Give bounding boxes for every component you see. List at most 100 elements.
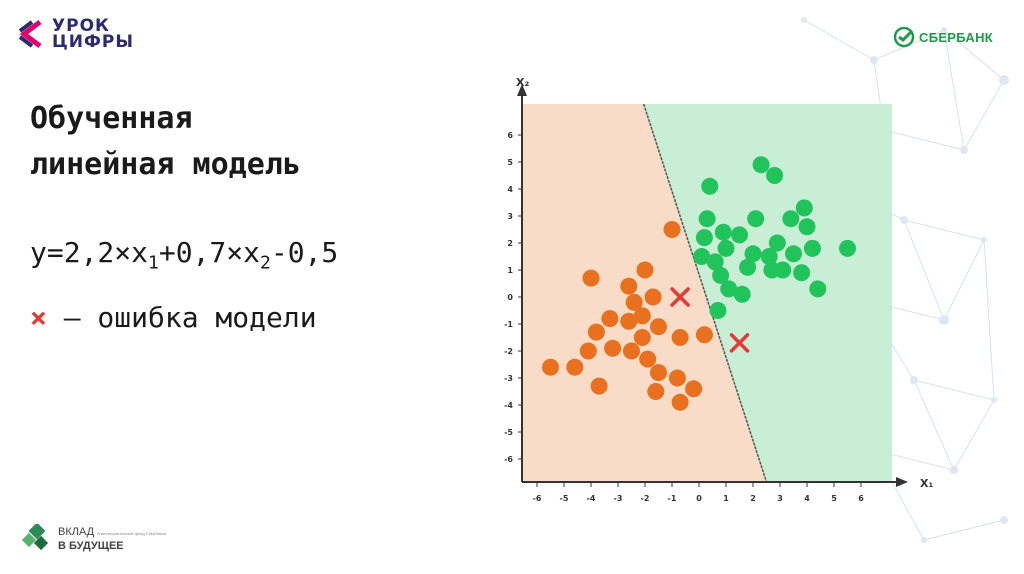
green-data-point (701, 177, 719, 195)
green-data-point (803, 239, 821, 257)
x-tick-label: 3 (777, 494, 783, 503)
formula-tail: -0,5 (270, 236, 339, 269)
orange-data-point (625, 293, 643, 311)
green-data-point (752, 156, 770, 174)
decision-boundary (642, 103, 768, 483)
error-legend-text: — ошибка модели (46, 301, 317, 334)
green-data-point (768, 234, 786, 252)
y-axis-arrow (517, 84, 527, 96)
green-data-point (782, 210, 800, 228)
x-axis-label: X₁ (920, 477, 933, 490)
green-data-point (793, 264, 811, 282)
x-tick-label: -2 (641, 494, 650, 503)
x-tick-label: 0 (696, 494, 702, 503)
formula-mid: +0,7×x (158, 236, 261, 269)
green-data-point (709, 302, 727, 319)
y-tick-label: -5 (504, 428, 513, 437)
orange-data-point (647, 383, 665, 400)
formula-y: y=2,2×x (30, 236, 149, 269)
y-tick-label: 1 (507, 266, 513, 275)
sberbank-logo-text: СБЕРБАНК (919, 29, 994, 45)
vklad-logo-line2: В БУДУЩЕЕ (58, 540, 124, 552)
orange-data-point (636, 261, 654, 279)
x-tick-label: -3 (614, 494, 623, 503)
error-legend: × — ошибка модели (30, 301, 317, 334)
x-tick-label: -1 (668, 494, 677, 503)
y-tick-label: 6 (507, 131, 513, 140)
green-data-point (706, 253, 724, 271)
orange-data-point (542, 358, 559, 376)
green-region (643, 104, 892, 482)
green-data-point (720, 280, 738, 298)
green-data-point (739, 258, 757, 276)
y-tick-label: 2 (507, 239, 513, 248)
orange-data-point (695, 326, 713, 344)
orange-data-point (668, 369, 686, 387)
x-tick-label: 5 (831, 494, 837, 503)
green-data-point (731, 226, 748, 244)
y-tick-label: -2 (504, 347, 513, 356)
green-data-point (809, 280, 827, 298)
orange-data-point (579, 342, 597, 360)
green-data-point (733, 285, 751, 303)
y-tick-label: -3 (504, 374, 513, 383)
slide-title-line2: линейная модель (30, 147, 301, 182)
uroki-logo-icon (18, 20, 42, 48)
uroki-cifry-logo: УРОК ЦИФРЫ (18, 18, 134, 52)
y-tick-label: -6 (504, 455, 513, 464)
vklad-logo: ВКЛАД благотворительный фонд Сбербанка В … (22, 524, 166, 554)
formula-sub2: 2 (260, 252, 271, 274)
slide-title-line1: Обученная (30, 101, 193, 136)
error-cross-mark (670, 287, 690, 307)
x-tick-label: 6 (858, 494, 864, 503)
green-data-point (744, 245, 762, 263)
x-tick-label: -5 (560, 494, 569, 503)
orange-data-point (639, 350, 657, 368)
green-data-point (766, 167, 784, 184)
orange-data-point (582, 269, 600, 287)
orange-data-point (650, 364, 667, 382)
vklad-logo-icon (22, 524, 49, 551)
x-tick-label: 2 (750, 494, 756, 503)
orange-data-point (644, 288, 662, 306)
y-tick-label: 4 (507, 185, 513, 194)
x-tick-label: -6 (533, 494, 542, 503)
orange-data-point (633, 307, 651, 325)
orange-data-point (650, 318, 667, 336)
orange-data-point (601, 310, 619, 328)
y-tick-label: 3 (507, 212, 513, 221)
green-data-point (712, 266, 730, 284)
green-data-point (695, 229, 713, 247)
orange-data-point (566, 358, 584, 376)
green-data-point (717, 239, 735, 257)
green-data-point (839, 239, 856, 257)
y-tick-label: 5 (507, 158, 513, 167)
green-data-point (747, 210, 765, 228)
model-formula: y=2,2×x1+0,7×x2-0,5 (30, 236, 338, 274)
orange-data-point (671, 329, 689, 346)
orange-data-point (590, 377, 608, 395)
green-data-point (774, 261, 792, 279)
sberbank-logo-icon (893, 26, 915, 48)
vklad-logo-small: благотворительный фонд Сбербанка (97, 531, 167, 536)
x-tick-label: 4 (804, 494, 810, 503)
y-axis-label: X₂ (516, 76, 529, 89)
error-cross-mark (729, 333, 750, 353)
green-data-point (698, 210, 716, 228)
green-data-point (760, 248, 778, 265)
orange-region (522, 104, 767, 482)
x-axis-arrow (896, 477, 908, 487)
y-tick-label: -1 (504, 320, 513, 329)
y-tick-label: -4 (504, 401, 513, 410)
orange-data-point (633, 329, 651, 346)
green-data-point (795, 199, 813, 217)
y-tick-label: 0 (507, 293, 513, 302)
orange-data-point (620, 277, 638, 295)
scatter-chart: X₁ X₂ -6 -5 -4 -3 -2 -1 0 1 2 3 4 5 6 6 5 4 3 2 1 0 -1 -2 -3 -4 -5… (504, 76, 933, 503)
slide-title: Обученная линейная модель (30, 96, 301, 188)
green-data-point (693, 248, 711, 265)
uroki-logo-line2: ЦИФРЫ (52, 32, 134, 52)
orange-data-point (587, 323, 605, 341)
orange-data-point (623, 342, 640, 360)
green-data-point (798, 218, 816, 236)
